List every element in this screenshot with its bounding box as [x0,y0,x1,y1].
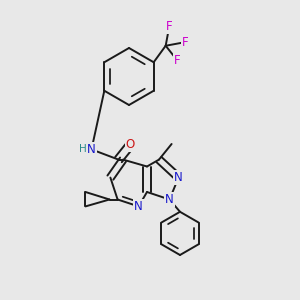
Text: N: N [174,171,183,184]
Text: N: N [87,143,96,156]
Text: O: O [126,138,135,151]
Text: N: N [165,193,174,206]
Text: H: H [79,144,86,154]
Text: F: F [182,36,188,49]
Text: F: F [174,54,180,67]
Text: N: N [134,200,143,213]
Text: F: F [166,20,172,33]
